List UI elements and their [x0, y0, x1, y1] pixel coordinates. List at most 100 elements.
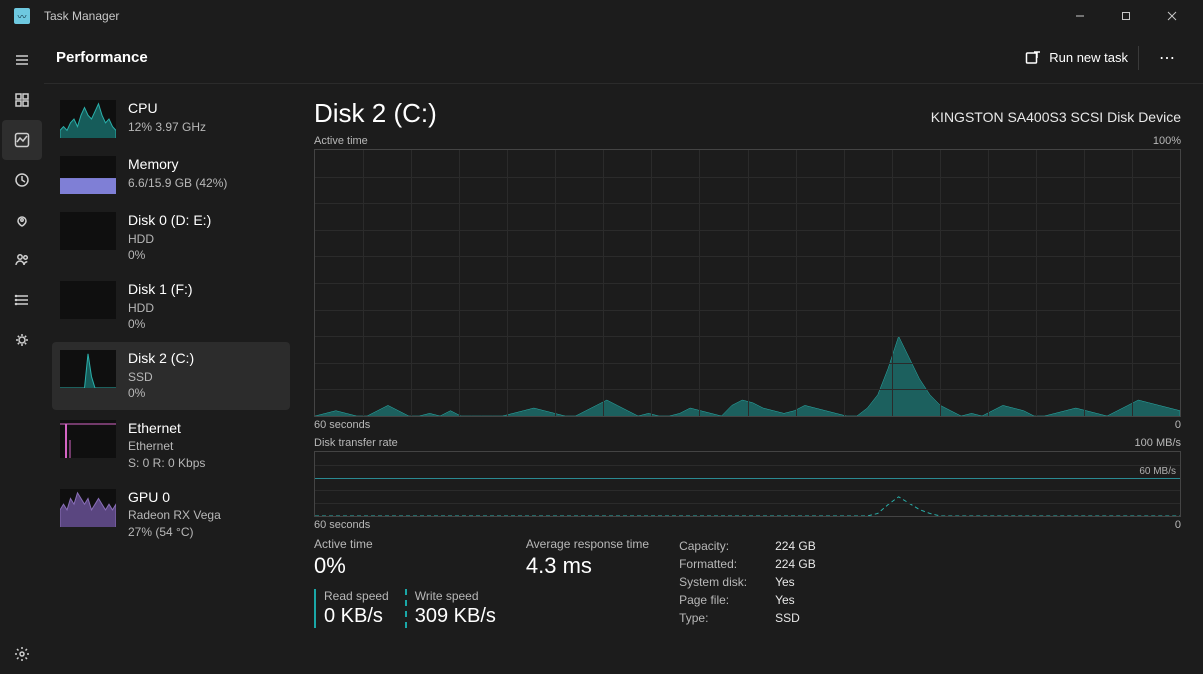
nav-rail — [0, 32, 44, 674]
kv-key: System disk: — [679, 573, 761, 591]
chart1-x-right: 0 — [1175, 419, 1181, 431]
more-button[interactable]: ⋯ — [1151, 42, 1185, 74]
perf-item-memory[interactable]: Memory 6.6/15.9 GB (42%) — [52, 148, 290, 202]
detail-pane: Disk 2 (C:) KINGSTON SA400S3 SCSI Disk D… — [294, 84, 1203, 674]
window-controls — [1057, 0, 1195, 32]
titlebar: 〰 Task Manager — [0, 0, 1203, 32]
run-new-task-label: Run new task — [1049, 50, 1128, 65]
perf-thumb — [60, 350, 116, 388]
perf-info: Ethernet EthernetS: 0 R: 0 Kbps — [128, 420, 205, 471]
nav-performance[interactable] — [2, 120, 42, 160]
perf-info: Disk 1 (F:) HDD0% — [128, 281, 193, 332]
run-task-icon — [1025, 50, 1041, 66]
kv-row: Formatted:224 GB — [679, 555, 816, 573]
perf-thumb — [60, 212, 116, 250]
perf-item-disk2[interactable]: Disk 2 (C:) SSD0% — [52, 342, 290, 409]
perf-info: Disk 2 (C:) SSD0% — [128, 350, 194, 401]
nav-app-history[interactable] — [2, 160, 42, 200]
perf-item-gpu0[interactable]: GPU 0 Radeon RX Vega27% (54 °C) — [52, 481, 290, 548]
perf-name: GPU 0 — [128, 489, 221, 506]
perf-thumb — [60, 156, 116, 194]
active-time-chart-section: Active time 100% 60 seconds 0 — [314, 135, 1181, 431]
perf-name: Disk 1 (F:) — [128, 281, 193, 298]
kv-key: Capacity: — [679, 537, 761, 555]
chart1-x-left: 60 seconds — [314, 419, 370, 431]
perf-name: Memory — [128, 156, 227, 173]
nav-users[interactable] — [2, 240, 42, 280]
perf-info: CPU 12% 3.97 GHz — [128, 100, 206, 138]
stat-value: 0% — [314, 553, 496, 579]
perf-info: Disk 0 (D: E:) HDD0% — [128, 212, 211, 263]
perf-name: Disk 0 (D: E:) — [128, 212, 211, 229]
perf-sub: 6.6/15.9 GB (42%) — [128, 175, 227, 191]
perf-sub: EthernetS: 0 R: 0 Kbps — [128, 438, 205, 470]
chart1-label-left: Active time — [314, 135, 368, 147]
perf-sub: HDD0% — [128, 231, 211, 263]
chart2-refline-label: 60 MB/s — [1139, 466, 1176, 477]
app-icon: 〰 — [14, 8, 30, 24]
perf-thumb — [60, 420, 116, 458]
perf-name: Disk 2 (C:) — [128, 350, 194, 367]
settings-button[interactable] — [2, 634, 42, 674]
kv-value: 224 GB — [775, 555, 816, 573]
stat-avg-response: Average response time 4.3 ms — [526, 537, 649, 628]
maximize-button[interactable] — [1103, 0, 1149, 32]
stat-label: Average response time — [526, 537, 649, 551]
chart2-label-left: Disk transfer rate — [314, 437, 398, 449]
performance-list: CPU 12% 3.97 GHz Memory 6.6/15.9 GB (42%… — [44, 84, 294, 674]
stat-write-speed: Write speed 309 KB/s — [405, 589, 496, 628]
header-separator — [1138, 46, 1139, 70]
page-header: Performance Run new task ⋯ — [44, 32, 1203, 84]
perf-info: GPU 0 Radeon RX Vega27% (54 °C) — [128, 489, 221, 540]
detail-title: Disk 2 (C:) — [314, 98, 437, 129]
transfer-rate-chart: 60 MB/s — [314, 451, 1181, 517]
stat-value: 309 KB/s — [415, 605, 496, 628]
minimize-button[interactable] — [1057, 0, 1103, 32]
perf-thumb — [60, 281, 116, 319]
nav-details[interactable] — [2, 280, 42, 320]
hamburger-button[interactable] — [2, 40, 42, 80]
close-button[interactable] — [1149, 0, 1195, 32]
perf-sub: HDD0% — [128, 300, 193, 332]
perf-sub: Radeon RX Vega27% (54 °C) — [128, 507, 221, 539]
stat-label: Read speed — [324, 589, 389, 603]
kv-value: Yes — [775, 573, 795, 591]
stat-label: Write speed — [415, 589, 496, 603]
perf-name: CPU — [128, 100, 206, 117]
kv-row: System disk: Yes — [679, 573, 816, 591]
disk-properties-table: Capacity: 224 GBFormatted:224 GBSystem di… — [679, 537, 816, 628]
nav-startup[interactable] — [2, 200, 42, 240]
nav-processes[interactable] — [2, 80, 42, 120]
kv-key: Page file: — [679, 591, 761, 609]
chart2-x-right: 0 — [1175, 519, 1181, 531]
kv-key: Type: — [679, 609, 761, 627]
perf-item-disk0[interactable]: Disk 0 (D: E:) HDD0% — [52, 204, 290, 271]
perf-thumb — [60, 100, 116, 138]
nav-services[interactable] — [2, 320, 42, 360]
kv-value: 224 GB — [775, 537, 816, 555]
kv-row: Page file: Yes — [679, 591, 816, 609]
active-time-chart — [314, 149, 1181, 417]
stat-value: 0 KB/s — [324, 605, 389, 628]
kv-value: Yes — [775, 591, 795, 609]
chart2-label-right: 100 MB/s — [1135, 437, 1181, 449]
stat-read-speed: Read speed 0 KB/s — [314, 589, 389, 628]
page-title: Performance — [56, 49, 148, 66]
kv-row: Capacity: 224 GB — [679, 537, 816, 555]
transfer-rate-chart-section: Disk transfer rate 100 MB/s 60 MB/s 60 s… — [314, 437, 1181, 531]
perf-thumb — [60, 489, 116, 527]
chart2-x-left: 60 seconds — [314, 519, 370, 531]
kv-row: Type:SSD — [679, 609, 816, 627]
perf-name: Ethernet — [128, 420, 205, 437]
stat-active-time: Active time 0% Read speed 0 KB/s Write s… — [314, 537, 496, 628]
perf-item-disk1[interactable]: Disk 1 (F:) HDD0% — [52, 273, 290, 340]
stat-value: 4.3 ms — [526, 553, 649, 579]
run-new-task-button[interactable]: Run new task — [1015, 44, 1138, 72]
perf-item-ethernet[interactable]: Ethernet EthernetS: 0 R: 0 Kbps — [52, 412, 290, 479]
perf-item-cpu[interactable]: CPU 12% 3.97 GHz — [52, 92, 290, 146]
stat-label: Active time — [314, 537, 496, 551]
perf-sub: 12% 3.97 GHz — [128, 119, 206, 135]
perf-info: Memory 6.6/15.9 GB (42%) — [128, 156, 227, 194]
stats-row: Active time 0% Read speed 0 KB/s Write s… — [314, 537, 1181, 628]
detail-device-name: KINGSTON SA400S3 SCSI Disk Device — [931, 109, 1181, 129]
